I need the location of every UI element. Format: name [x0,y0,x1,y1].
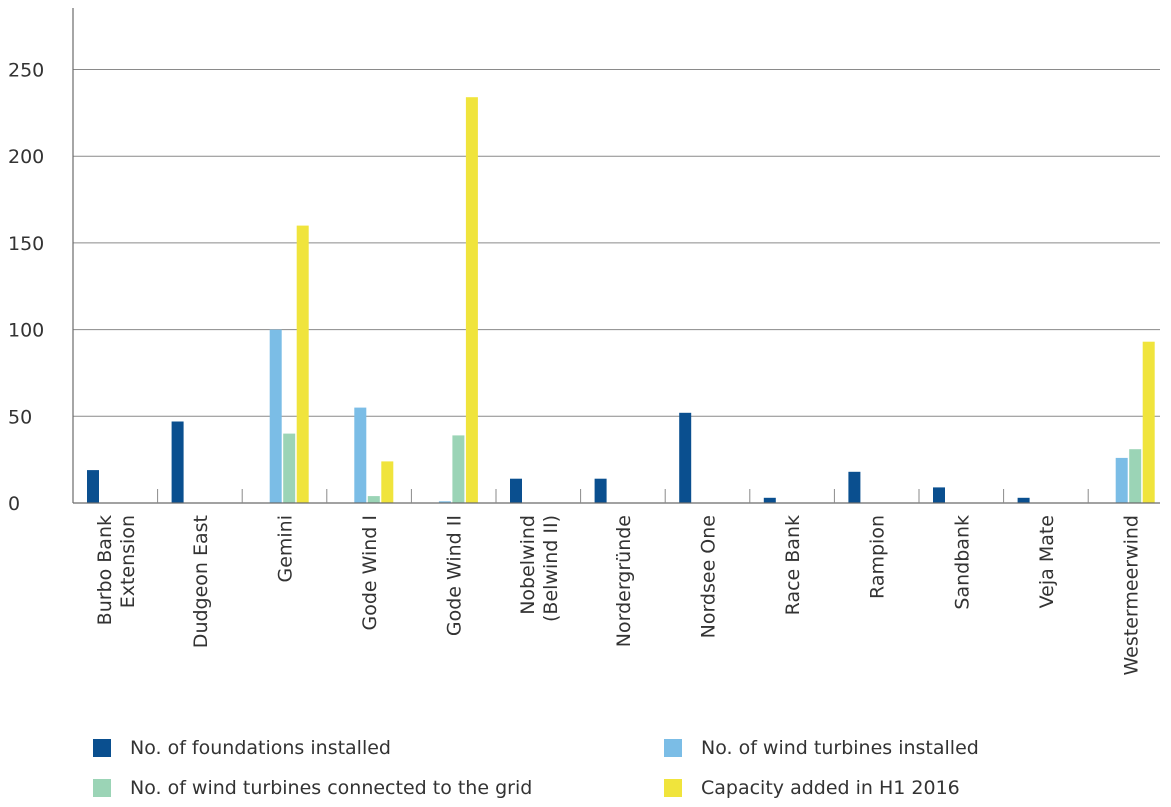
bar [171,421,184,503]
axes [72,8,1160,504]
y-tick-label: 150 [8,233,44,255]
bar [269,329,282,503]
y-tick-label: 0 [8,493,20,515]
bar [381,461,394,503]
x-tick-label: Westermeerwind [1121,515,1143,676]
x-tick-label: Race Bank [782,515,804,615]
x-tick-label: Nordergründe [613,515,635,647]
bar [933,487,945,503]
bar [1142,341,1155,503]
bar [594,478,607,503]
bar [438,501,451,503]
x-tick-label: Dudgeon East [190,515,212,648]
bar [1129,449,1142,503]
x-axis-labels: Burbo BankExtension Dudgeon East Gemini God… [94,515,1143,676]
x-tick-label: Nobelwind(Belwind II) [517,515,562,622]
x-tick-label: Gemini [275,515,297,583]
bar [452,435,465,503]
bar [1115,457,1128,503]
bar [367,496,380,503]
gridlines [73,69,1160,417]
y-tick-label: 100 [8,320,44,342]
bar [465,97,478,503]
x-tick-label: Nordsee One [698,515,720,638]
bar [510,478,522,503]
bar [679,412,692,503]
y-tick-label: 50 [8,406,32,428]
x-tick-label: Gode Wind II [444,515,466,636]
y-tick-label: 200 [8,146,44,168]
x-tick-label: Burbo BankExtension [94,515,139,625]
bar [354,407,367,503]
x-tick-label: Rampion [867,515,889,599]
x-tick-label: Veja Mate [1036,515,1058,608]
bar [848,471,861,503]
bar [763,497,776,503]
bar [283,433,296,503]
y-axis-ticks: 0 50 100 150 200 250 [8,60,44,516]
x-tick-label: Gode Wind I [359,515,381,631]
bar [1017,497,1030,503]
bars [87,97,1155,503]
x-tick-label: Sandbank [951,515,973,610]
bar [87,470,99,503]
bar [296,225,309,503]
y-tick-label: 250 [8,60,44,82]
